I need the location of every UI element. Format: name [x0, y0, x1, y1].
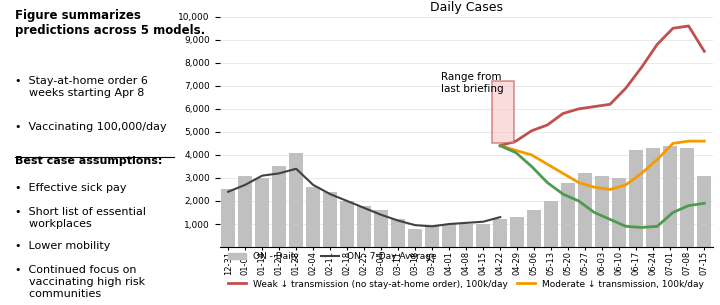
Text: Range from
last briefing: Range from last briefing — [441, 72, 503, 94]
Bar — [680, 148, 694, 247]
Bar — [221, 189, 235, 247]
Bar — [442, 224, 456, 247]
Bar — [459, 224, 473, 247]
Bar — [256, 178, 269, 247]
Bar — [306, 187, 320, 247]
Bar — [392, 219, 405, 247]
Text: •  Continued focus on
    vaccinating high risk
    communities: • Continued focus on vaccinating high ri… — [15, 265, 145, 299]
Bar — [374, 210, 388, 247]
Bar — [493, 219, 507, 247]
Legend: Strong ↓ transmission, 100k/day: Strong ↓ transmission, 100k/day — [224, 303, 405, 305]
Bar — [510, 217, 524, 247]
Bar — [578, 173, 592, 247]
Title: Daily Cases: Daily Cases — [430, 1, 503, 14]
Bar — [698, 176, 711, 247]
Bar — [613, 178, 626, 247]
Bar — [408, 229, 422, 247]
Bar — [492, 81, 514, 143]
Bar — [562, 183, 575, 247]
Bar — [323, 192, 337, 247]
Text: Figure summarizes
predictions across 5 models.: Figure summarizes predictions across 5 m… — [15, 9, 205, 37]
Text: •  Lower mobility: • Lower mobility — [15, 241, 110, 251]
Bar — [238, 176, 252, 247]
Bar — [477, 224, 490, 247]
Bar — [272, 167, 286, 247]
Bar — [341, 201, 354, 247]
Bar — [629, 150, 643, 247]
Bar — [528, 210, 541, 247]
Text: Best case assumptions:: Best case assumptions: — [15, 156, 162, 166]
Text: •  Vaccinating 100,000/day: • Vaccinating 100,000/day — [15, 122, 166, 132]
Text: •  Stay-at-home order 6
    weeks starting Apr 8: • Stay-at-home order 6 weeks starting Ap… — [15, 76, 148, 98]
Bar — [289, 152, 303, 247]
Bar — [544, 201, 558, 247]
Bar — [664, 146, 677, 247]
Bar — [357, 206, 371, 247]
Bar — [647, 148, 660, 247]
Text: •  Effective sick pay: • Effective sick pay — [15, 183, 127, 193]
Bar — [595, 176, 609, 247]
Bar — [426, 226, 439, 247]
Text: •  Short list of essential
    workplaces: • Short list of essential workplaces — [15, 207, 146, 229]
